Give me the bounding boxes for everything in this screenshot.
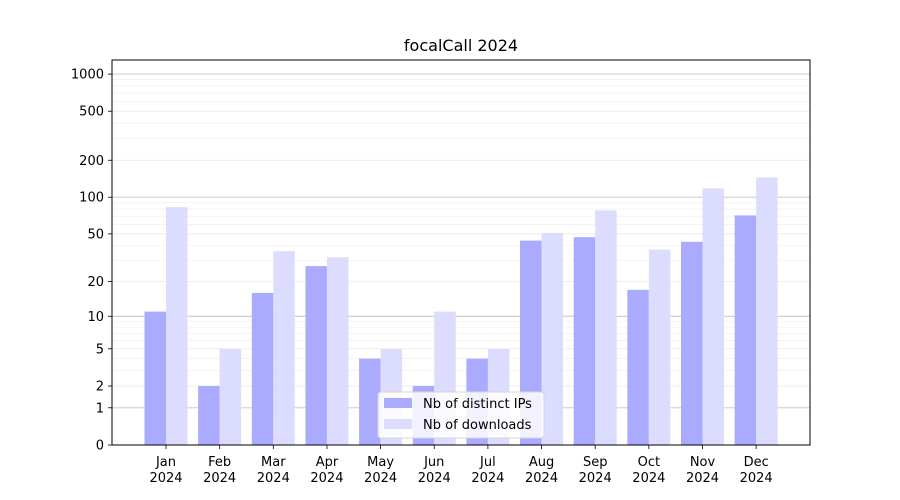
- bar-downloads: [166, 207, 188, 445]
- bar-downloads: [273, 251, 295, 445]
- bar-downloads: [756, 177, 778, 445]
- bar-downloads: [648, 249, 671, 445]
- x-tick-label-month: Jan: [155, 455, 176, 470]
- x-tick-label-month: Apr: [316, 455, 339, 470]
- x-tick-label-month: Nov: [690, 455, 716, 470]
- legend: Nb of distinct IPs Nb of downloads: [377, 391, 545, 439]
- legend-label: Nb of distinct IPs: [423, 397, 532, 412]
- bar-distinct-ips: [198, 386, 220, 445]
- bar-distinct-ips: [144, 311, 166, 445]
- y-tick-label: 50: [87, 227, 104, 242]
- legend-swatch: [384, 398, 412, 408]
- x-tick-label-year: 2024: [686, 471, 719, 486]
- x-tick-label-year: 2024: [525, 471, 558, 486]
- bar-distinct-ips: [251, 292, 274, 445]
- x-tick-label-month: Sep: [583, 455, 608, 470]
- x-tick-label-year: 2024: [579, 471, 612, 486]
- x-tick-label-month: Jun: [423, 455, 444, 470]
- chart-title: focalCall 2024: [404, 36, 518, 55]
- x-tick-label-month: May: [367, 455, 394, 470]
- x-tick-label-year: 2024: [740, 471, 773, 486]
- x-tick-label-month: Aug: [529, 455, 554, 470]
- x-axis: Jan2024Feb2024Mar2024Apr2024May2024Jun20…: [149, 445, 773, 486]
- x-tick-label-month: Jul: [479, 455, 496, 470]
- x-tick-label-year: 2024: [203, 471, 236, 486]
- x-tick-label-month: Feb: [208, 455, 231, 470]
- bar-distinct-ips: [627, 289, 649, 445]
- plot-frame: [111, 59, 811, 446]
- bar-distinct-ips: [573, 237, 596, 445]
- x-tick-label-year: 2024: [149, 471, 182, 486]
- y-tick-label: 10: [87, 310, 104, 325]
- x-tick-label-year: 2024: [471, 471, 504, 486]
- y-tick-label: 500: [79, 105, 104, 120]
- x-tick-label-month: Dec: [744, 455, 769, 470]
- y-tick-label: 1000: [71, 68, 104, 83]
- x-tick-label-month: Oct: [638, 455, 660, 470]
- x-tick-label-month: Mar: [261, 455, 286, 470]
- y-axis: 0 1 2 5 10 20 50 100 200 500 1000: [71, 68, 112, 454]
- x-tick-label-year: 2024: [257, 471, 290, 486]
- bar-distinct-ips: [734, 215, 757, 445]
- y-tick-label: 0: [96, 439, 104, 454]
- bar-distinct-ips: [359, 358, 381, 445]
- legend-swatch: [384, 419, 412, 429]
- y-tick-label: 2: [96, 380, 104, 395]
- y-tick-label: 100: [79, 191, 104, 206]
- bar-downloads: [219, 348, 242, 445]
- bar-distinct-ips: [681, 241, 703, 445]
- x-tick-label-year: 2024: [632, 471, 665, 486]
- legend-label: Nb of downloads: [423, 418, 532, 433]
- y-tick-label: 20: [87, 275, 104, 290]
- y-tick-label: 200: [79, 154, 104, 169]
- x-tick-label-year: 2024: [364, 471, 397, 486]
- bar-downloads: [595, 210, 617, 445]
- y-tick-label: 5: [96, 342, 104, 357]
- bar-downloads: [326, 257, 349, 445]
- bar-downloads: [541, 232, 564, 445]
- x-tick-label-year: 2024: [310, 471, 343, 486]
- legend-box: [377, 391, 545, 439]
- bar-distinct-ips: [305, 266, 327, 445]
- x-tick-label-year: 2024: [418, 471, 451, 486]
- y-tick-label: 1: [96, 401, 104, 416]
- bar-downloads: [702, 188, 724, 445]
